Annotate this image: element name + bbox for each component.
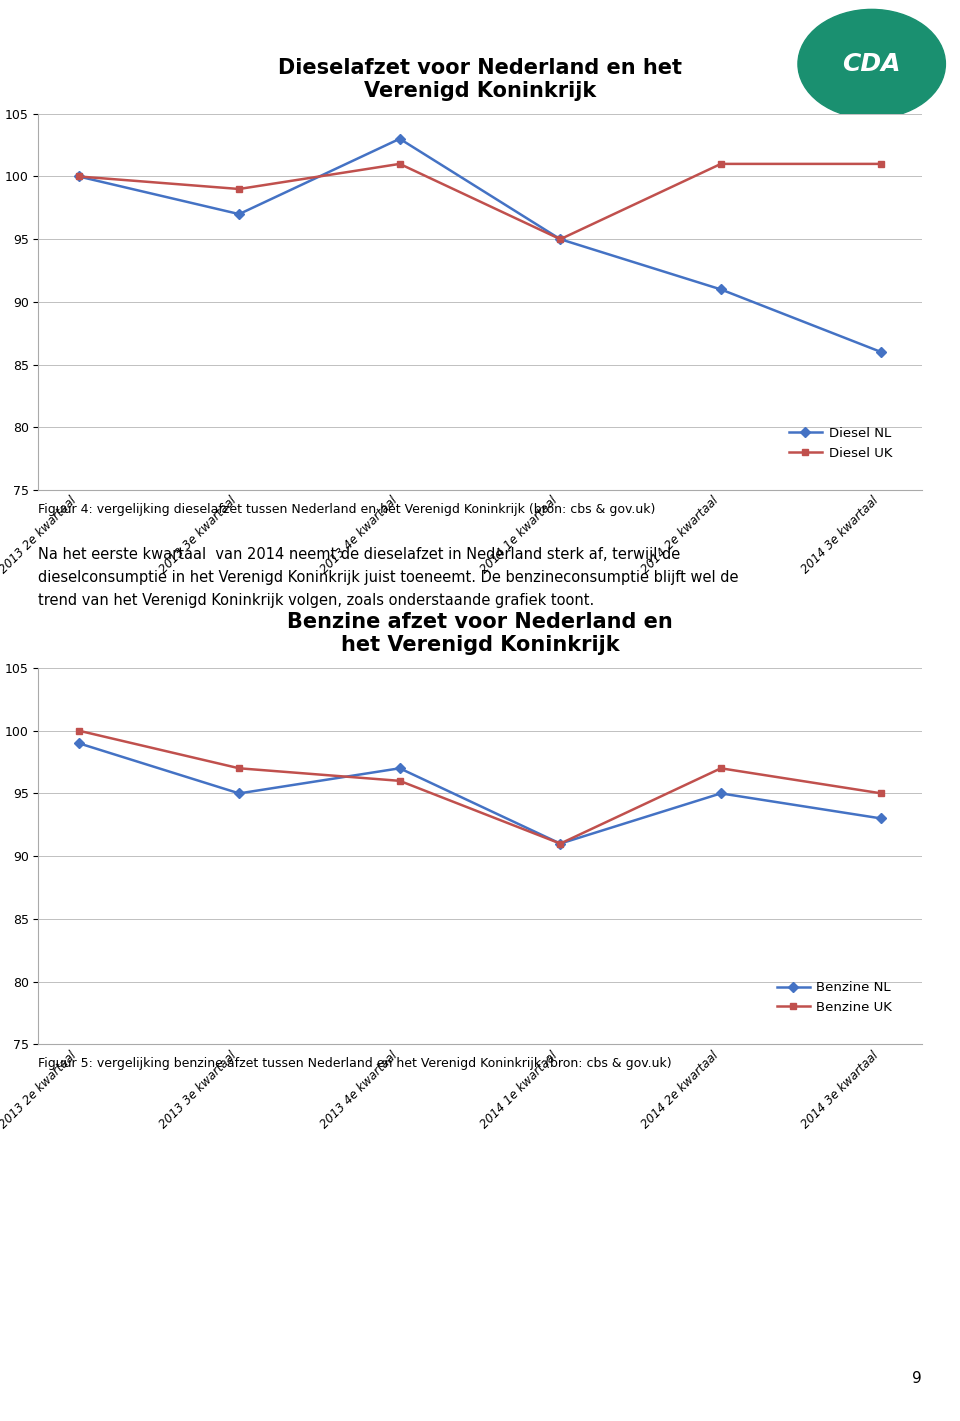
Benzine UK (555, 836, 566, 853)
Title: Benzine afzet voor Nederland en
het Verenigd Koninkrijk: Benzine afzet voor Nederland en het Vere… (287, 612, 673, 655)
Line: Benzine UK: Benzine UK (75, 728, 885, 847)
Benzine NL (233, 784, 245, 801)
Diesel UK (555, 230, 566, 247)
Diesel UK (876, 155, 887, 172)
Diesel NL (394, 131, 405, 148)
Benzine NL (394, 760, 405, 777)
Text: Na het eerste kwartaal  van 2014 neemt de dieselafzet in Nederland sterk af, ter: Na het eerste kwartaal van 2014 neemt de… (38, 547, 739, 608)
Benzine UK (394, 773, 405, 790)
Benzine UK (715, 760, 727, 777)
Benzine NL (715, 784, 727, 801)
Text: CDA: CDA (843, 53, 900, 75)
Diesel NL (715, 281, 727, 298)
Diesel NL (555, 230, 566, 247)
Circle shape (798, 10, 946, 118)
Diesel NL (73, 168, 84, 185)
Line: Benzine NL: Benzine NL (75, 740, 885, 847)
Benzine NL (876, 810, 887, 827)
Text: Figuur 5: vergelijking benzine afzet tussen Nederland en het Verenigd Koninkrijk: Figuur 5: vergelijking benzine afzet tus… (38, 1057, 672, 1070)
Benzine UK (73, 722, 84, 739)
Legend: Benzine NL, Benzine UK: Benzine NL, Benzine UK (771, 976, 898, 1019)
Text: Figuur 4: vergelijking dieselafzet tussen Nederland en het Verenigd Koninkrijk (: Figuur 4: vergelijking dieselafzet tusse… (38, 503, 656, 516)
Title: Dieselafzet voor Nederland en het
Verenigd Koninkrijk: Dieselafzet voor Nederland en het Vereni… (278, 58, 682, 101)
Benzine NL (555, 836, 566, 853)
Diesel NL (876, 344, 887, 361)
Benzine UK (876, 784, 887, 801)
Diesel NL (233, 206, 245, 223)
Diesel UK (715, 155, 727, 172)
Legend: Diesel NL, Diesel UK: Diesel NL, Diesel UK (783, 422, 898, 465)
Benzine NL (73, 735, 84, 752)
Line: Diesel UK: Diesel UK (75, 161, 885, 243)
Diesel UK (73, 168, 84, 185)
Diesel UK (394, 155, 405, 172)
Benzine UK (233, 760, 245, 777)
Diesel UK (233, 180, 245, 198)
Text: 9: 9 (912, 1371, 922, 1385)
Line: Diesel NL: Diesel NL (75, 135, 885, 355)
